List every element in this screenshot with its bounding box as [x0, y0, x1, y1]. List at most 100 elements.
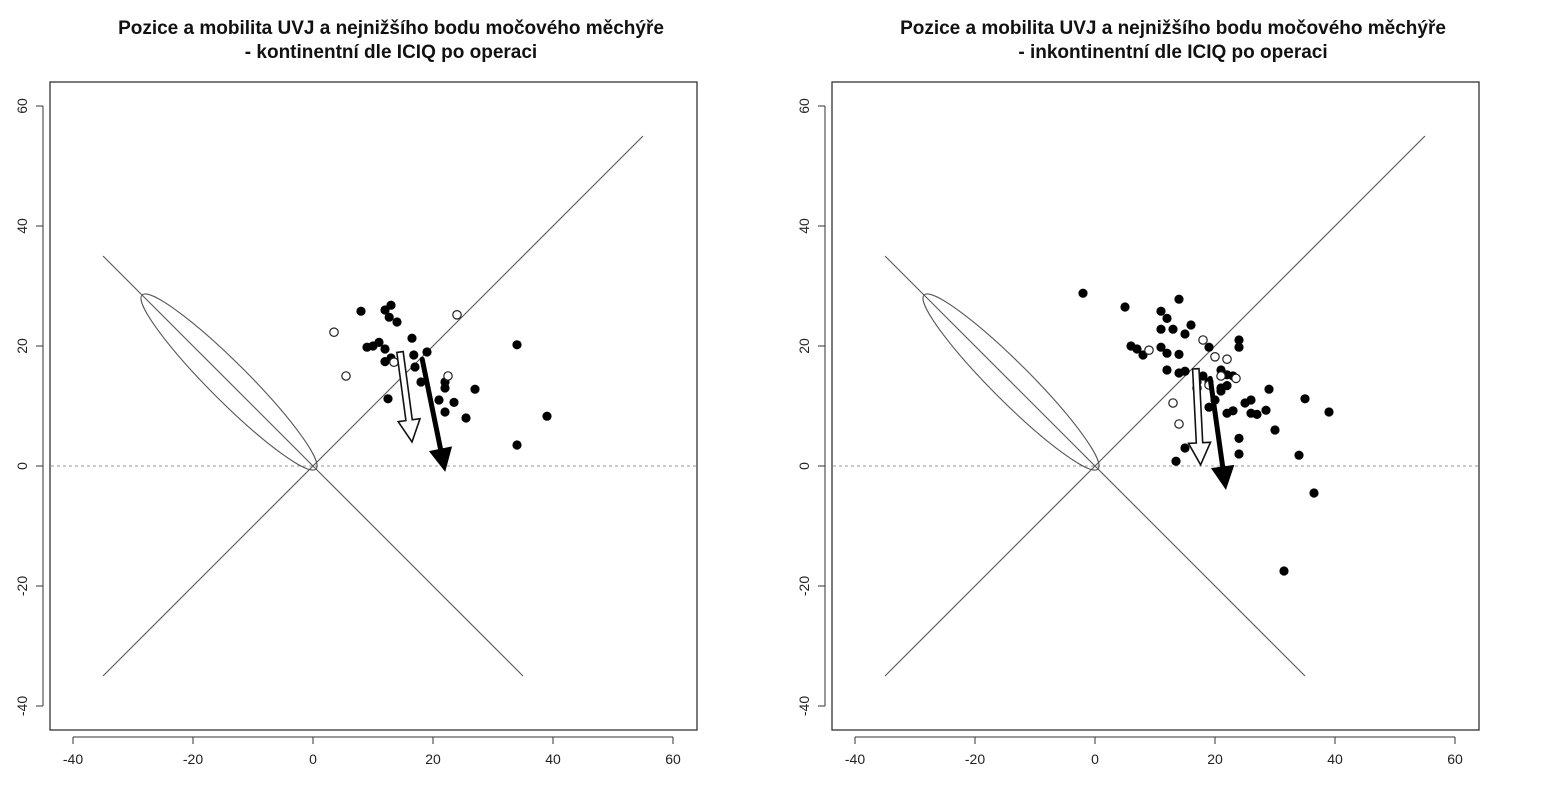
- diagonal-line: [102, 135, 644, 677]
- arrow-head-filled: [1210, 464, 1235, 490]
- data-point-filled: [1294, 450, 1304, 460]
- scatter-plot-incontinent: -40 -20 0 20 40 60 -40 -20 0 20 40 60: [796, 81, 1480, 767]
- data-point-filled: [1279, 566, 1289, 576]
- y-tick-label: 20: [796, 338, 812, 354]
- data-point-filled: [1156, 324, 1166, 334]
- data-point-filled: [410, 362, 420, 372]
- data-point-filled: [1120, 302, 1130, 312]
- data-point-filled: [1228, 406, 1238, 416]
- data-point-filled: [1216, 386, 1226, 396]
- data-point-open: [1210, 351, 1220, 362]
- y-tick-label: -40: [14, 696, 30, 716]
- data-point-open: [1198, 335, 1208, 345]
- diagonal-line: [884, 135, 1426, 677]
- data-point-open: [1174, 419, 1184, 429]
- data-point-filled: [1222, 381, 1232, 391]
- data-point-filled: [416, 377, 426, 387]
- data-point-filled: [1132, 344, 1142, 354]
- arrow-open: [1187, 367, 1212, 467]
- data-point-open: [1168, 398, 1178, 408]
- x-tick-label: -20: [965, 751, 985, 767]
- data-point-filled: [1234, 449, 1244, 459]
- data-point-filled: [1162, 365, 1172, 375]
- chart-title-line1: Pozice a mobilita UVJ a nejnižšího bodu …: [118, 18, 664, 39]
- data-point-filled: [1174, 349, 1184, 359]
- y-tick-label: -40: [796, 696, 812, 716]
- y-tick-label: 40: [796, 218, 812, 234]
- data-point-filled: [1270, 425, 1280, 435]
- data-point-filled: [1234, 335, 1244, 345]
- arrow-head-filled: [428, 446, 453, 472]
- data-point-filled: [1234, 342, 1244, 352]
- x-tick-label: 60: [1447, 751, 1463, 767]
- data-point-filled: [380, 344, 390, 354]
- x-tick-label: 0: [1091, 751, 1099, 767]
- mobility-ellipse: [140, 293, 318, 471]
- data-point-filled: [1300, 394, 1310, 404]
- data-point-filled: [1204, 342, 1214, 352]
- data-point-filled: [384, 312, 394, 322]
- data-point-filled: [1264, 384, 1274, 394]
- data-point-filled: [1162, 313, 1172, 323]
- y-tick-label: 0: [14, 462, 30, 470]
- data-point-filled: [383, 394, 393, 404]
- data-point-filled: [1174, 294, 1184, 304]
- mobility-ellipse: [922, 293, 1100, 471]
- y-tick-label: 60: [796, 98, 812, 114]
- arrow-shaft-filled: [419, 356, 444, 452]
- data-point-filled: [1261, 405, 1271, 415]
- data-point-open: [329, 327, 339, 337]
- data-point-filled: [1324, 407, 1334, 417]
- data-point-filled: [356, 306, 366, 316]
- data-point-filled: [449, 397, 459, 407]
- data-point-filled: [1309, 488, 1319, 498]
- data-point-filled: [1180, 329, 1190, 339]
- y-tick-label: 20: [14, 338, 30, 354]
- data-point-filled: [542, 411, 552, 421]
- data-point-filled: [1198, 371, 1208, 381]
- chart-title-line2: - inkontinentní dle ICIQ po operaci: [1018, 42, 1328, 63]
- arrow-shaft-filled: [1207, 375, 1226, 470]
- x-tick-label: -20: [183, 751, 203, 767]
- data-point-filled: [1180, 366, 1190, 376]
- chart-panel-incontinent: Pozice a mobilita UVJ a nejnižšího bodu …: [782, 0, 1564, 800]
- data-point-filled: [1171, 456, 1181, 466]
- x-tick-label: 0: [309, 751, 317, 767]
- data-point-filled: [374, 337, 384, 347]
- data-point-filled: [512, 440, 522, 450]
- scatter-plot-continent: -40 -20 0 20 40 60 -40 -20 0 20 40 60: [14, 81, 698, 767]
- y-tick-label: 40: [14, 218, 30, 234]
- diagonal-line: [102, 255, 524, 677]
- data-point-filled: [434, 395, 444, 405]
- plot-frame: [49, 81, 698, 731]
- data-point-open: [452, 309, 462, 320]
- data-point-filled: [362, 342, 372, 352]
- data-point-filled: [1252, 409, 1262, 419]
- data-point-filled: [422, 347, 432, 357]
- data-point-filled: [386, 300, 396, 310]
- y-tick-label: 0: [796, 462, 812, 470]
- x-tick-label: 40: [1327, 751, 1343, 767]
- x-tick-label: -40: [63, 751, 83, 767]
- data-point-filled: [407, 333, 417, 343]
- data-point-open: [443, 371, 453, 381]
- data-point-open: [1222, 354, 1232, 364]
- data-point-filled: [1204, 402, 1214, 412]
- x-tick-label: 40: [545, 751, 561, 767]
- data-point-open: [341, 371, 351, 381]
- x-tick-label: 20: [1207, 751, 1223, 767]
- data-point-filled: [1180, 443, 1190, 453]
- data-point-filled: [1156, 342, 1166, 352]
- data-point-open: [1216, 371, 1226, 381]
- data-point-filled: [512, 340, 522, 350]
- data-point-filled: [1078, 288, 1088, 298]
- y-tick-label: 60: [14, 98, 30, 114]
- chart-title-line1: Pozice a mobilita UVJ a nejnižšího bodu …: [900, 18, 1446, 39]
- data-point-filled: [440, 407, 450, 417]
- data-point-filled: [409, 350, 419, 360]
- data-point-open: [1144, 345, 1154, 355]
- data-point-open: [1231, 373, 1241, 384]
- data-point-filled: [1156, 306, 1166, 316]
- x-tick-label: 20: [425, 751, 441, 767]
- x-tick-label: 60: [665, 751, 681, 767]
